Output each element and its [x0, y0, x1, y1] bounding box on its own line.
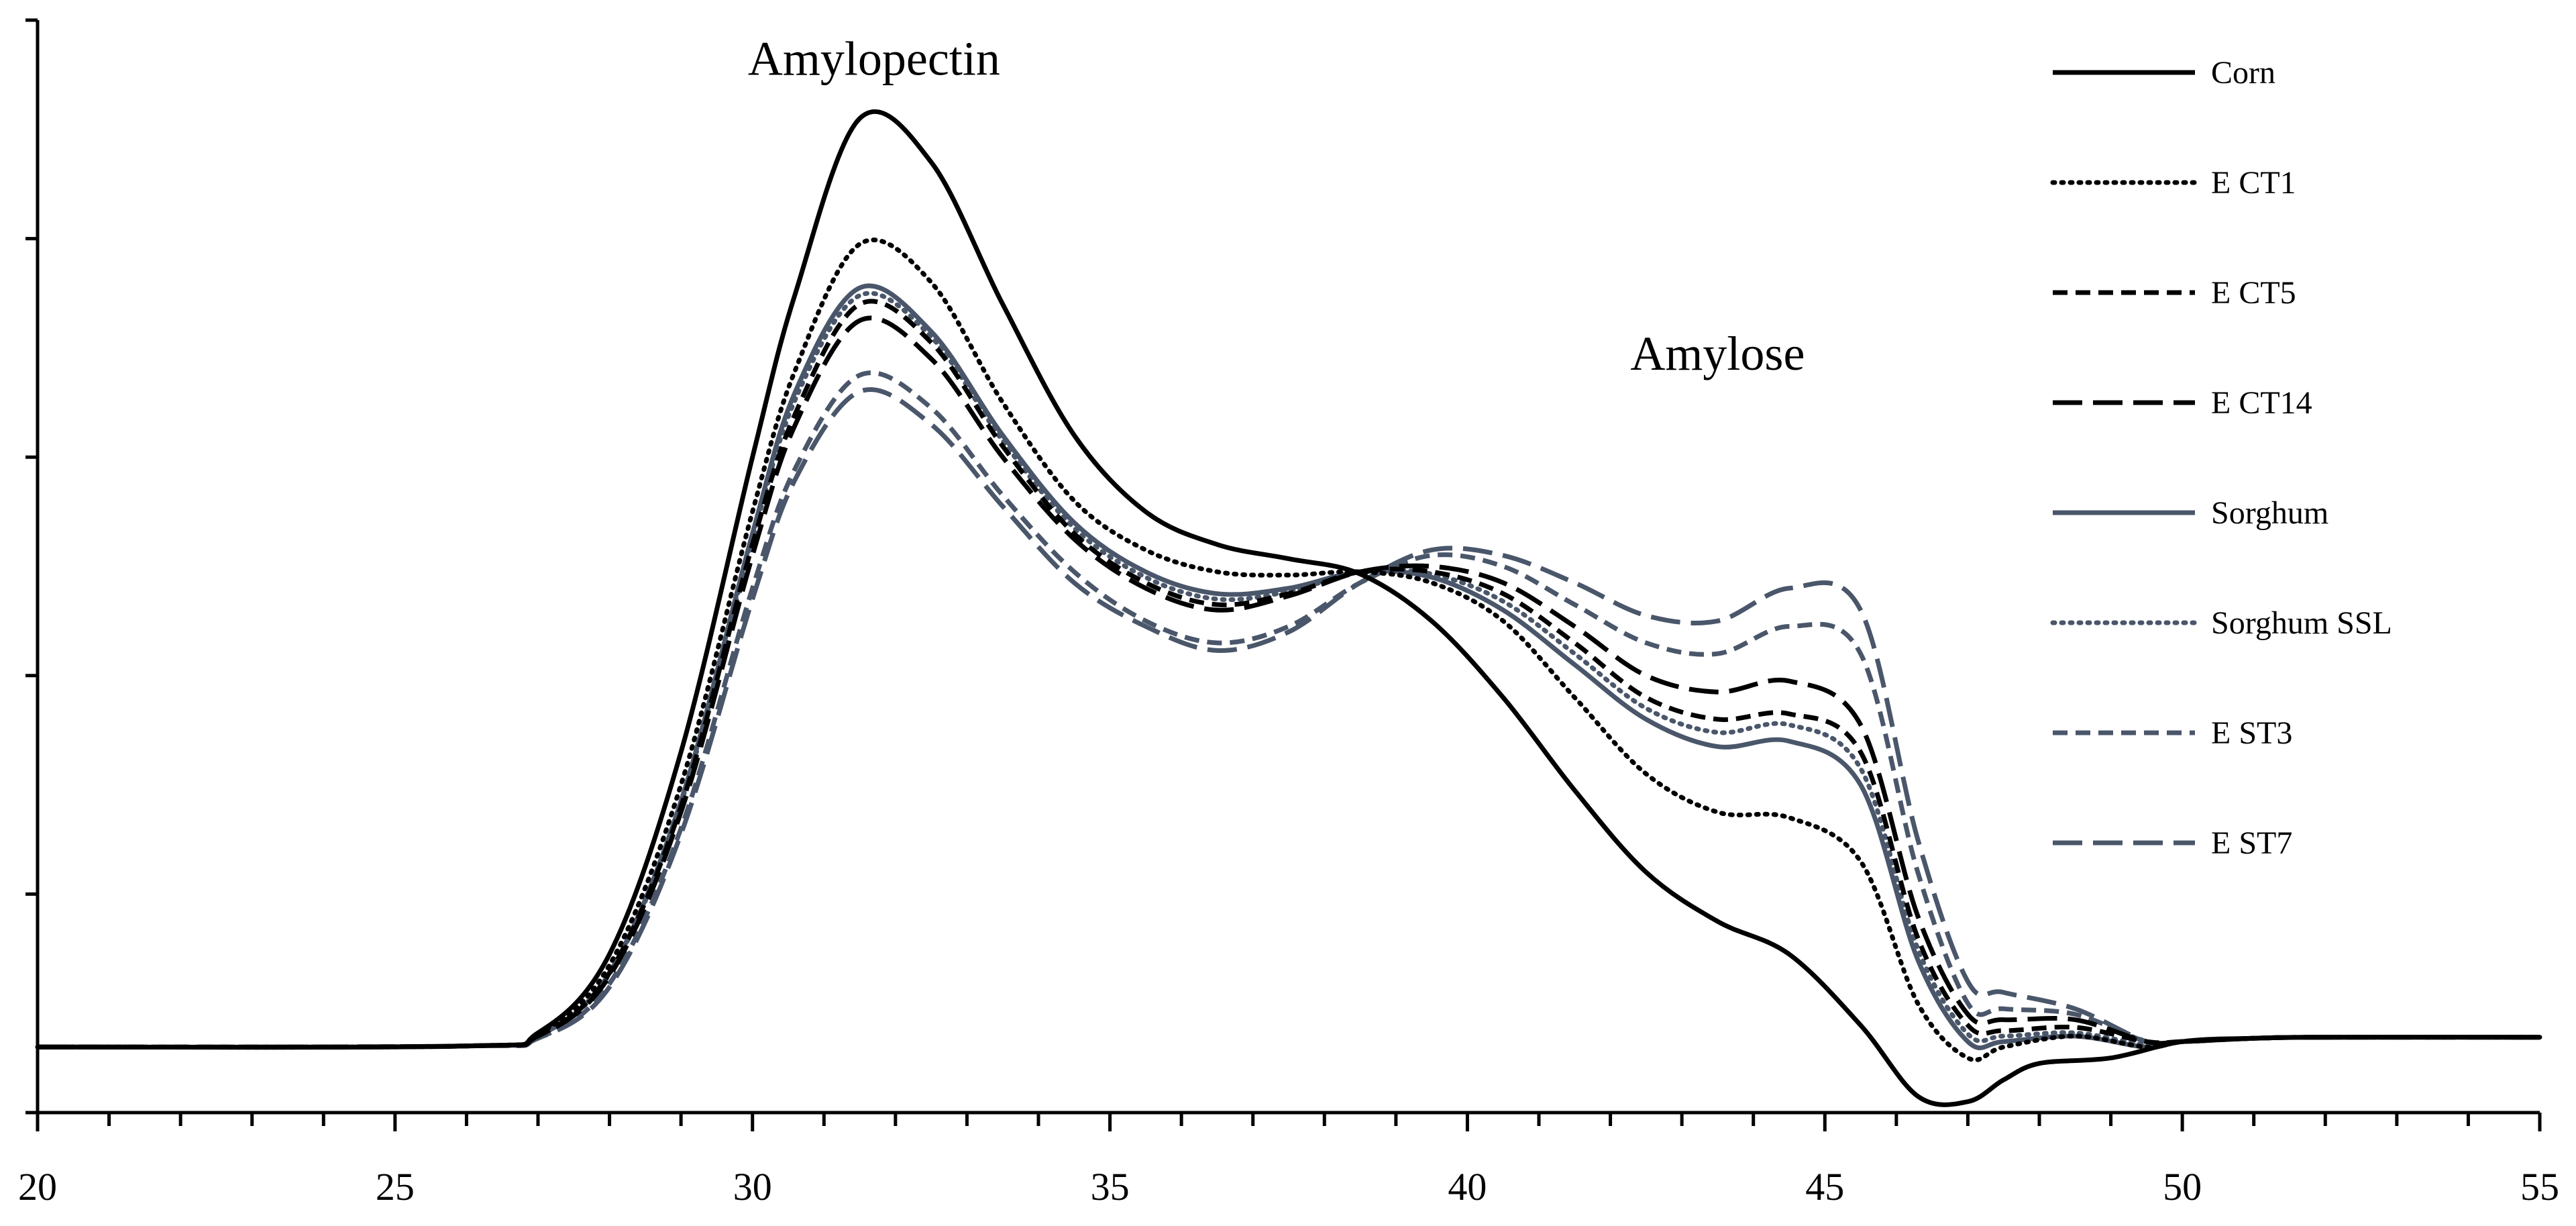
x-tick-label: 55	[2520, 1165, 2559, 1209]
annotation-amylose: Amylose	[1630, 327, 1805, 380]
legend-label-e-ct5: E CT5	[2211, 275, 2296, 311]
series-line-e-ct1	[35, 238, 2542, 1063]
legend-label-e-st7: E ST7	[2211, 825, 2292, 861]
x-tick-label: 50	[2163, 1165, 2202, 1209]
series-line-corn	[37, 109, 2540, 1107]
legend-label-sorghum: Sorghum	[2211, 495, 2328, 531]
x-tick-label: 40	[1448, 1165, 1487, 1209]
x-tick-label: 30	[733, 1165, 772, 1209]
legend-label-sorghum-ssl: Sorghum SSL	[2211, 605, 2392, 641]
series-line-e-ct14	[37, 315, 2540, 1050]
series-line-e-st7	[37, 387, 2540, 1050]
y-ticks	[25, 18, 38, 1115]
annotations: Amylopectin Amylose	[748, 32, 1805, 380]
x-tick-labels: 20 25 30 35 40 45 50 55	[18, 1165, 2559, 1209]
series-group	[35, 109, 2542, 1107]
legend-label-e-ct14: E CT14	[2211, 385, 2312, 421]
series-line-e-st3	[37, 370, 2540, 1050]
series-line-sorghum-ssl	[35, 291, 2542, 1050]
x-tick-label: 25	[376, 1165, 415, 1209]
x-tick-label: 35	[1091, 1165, 1130, 1209]
legend-label-e-ct1: E CT1	[2211, 165, 2296, 201]
x-tick-label: 20	[18, 1165, 57, 1209]
legend-label-e-st3: E ST3	[2211, 715, 2292, 751]
legend: Corn E CT1 E CT5 E CT14 Sorghum Sorghum SSL E …	[2050, 55, 2392, 861]
x-tick-label: 45	[1805, 1165, 1844, 1209]
legend-label-corn: Corn	[2211, 55, 2275, 91]
annotation-amylopectin: Amylopectin	[748, 32, 1000, 85]
series-line-e-ct5	[37, 299, 2540, 1050]
series-line-sorghum	[37, 283, 2540, 1050]
x-ticks	[36, 1113, 2542, 1131]
